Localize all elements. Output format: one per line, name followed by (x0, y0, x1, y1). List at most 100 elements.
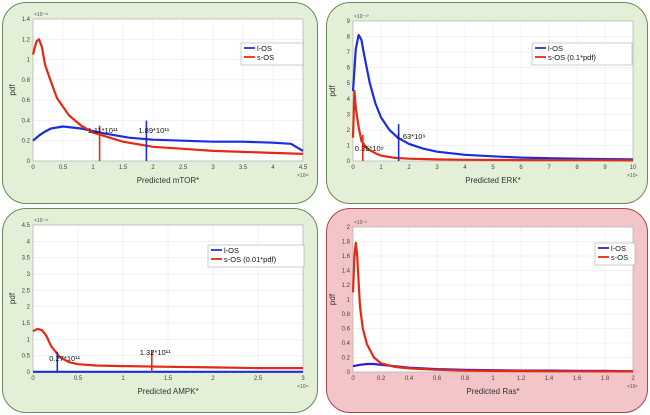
y-tick-label: 0 (347, 159, 351, 165)
y-tick-label: 2.5 (22, 288, 31, 294)
series-line-l-os (351, 33, 634, 161)
y-axis-label: pdf (328, 293, 337, 305)
x-tick-label: 7 (547, 165, 551, 171)
legend-entry: l-OS (224, 246, 239, 255)
y-tick-label: 1 (347, 143, 351, 149)
y-tick-label: 7 (347, 50, 351, 56)
x-tick-label: 3 (211, 165, 215, 171)
y-tick-label: 0.8 (342, 312, 351, 318)
y-tick-label: 1 (347, 298, 351, 304)
y-tick-label: 0 (27, 159, 31, 165)
x-tick-label: 0 (351, 376, 355, 382)
y-tick-label: 0 (27, 370, 31, 376)
legend-entry: l-OS (548, 44, 563, 53)
x-tick-label: 2 (407, 165, 411, 171)
y-axis-multiplier: ×10⁻¹¹ (34, 12, 49, 18)
x-tick-label: 1.5 (164, 376, 173, 382)
median-annotation: 1.89*10¹¹ (138, 126, 169, 135)
y-tick-label: 1 (27, 58, 31, 64)
x-tick-label: 0.6 (433, 376, 442, 382)
median-annotation: 1.11*10¹¹ (88, 126, 119, 135)
x-tick-label: 3 (435, 165, 439, 171)
median-annotation: 0.35*10⁹ (355, 144, 384, 153)
y-tick-label: 5 (347, 81, 351, 87)
y-tick-label: 0 (347, 370, 351, 376)
y-tick-label: 0.6 (342, 327, 351, 333)
y-tick-label: 3.5 (22, 256, 31, 262)
x-axis-label: Predicted mTOR* (137, 176, 200, 185)
x-tick-label: 4 (271, 165, 275, 171)
y-tick-label: 0.2 (22, 139, 31, 145)
y-tick-label: 1.2 (22, 37, 31, 43)
x-axis-label: Predicted Ras* (466, 387, 519, 396)
y-tick-label: 0.2 (342, 356, 351, 362)
y-axis-label: pdf (8, 84, 17, 96)
plot-area (32, 18, 304, 162)
y-tick-label: 2 (27, 305, 31, 311)
x-axis-multiplier: ×10⁹ (627, 173, 638, 179)
median-annotation: 1.32*10¹¹ (140, 348, 171, 357)
x-tick-label: 0 (31, 165, 35, 171)
x-tick-label: 2.5 (254, 376, 263, 382)
chart-panel-ampk: 0 0.5 1 1.5 2 2.5 3 0 0.5 1 1.5 2 2.5 3 3.5 4 4.5 ×10¹¹ ×1… (2, 208, 318, 413)
median-annotation: 0.27*10¹¹ (49, 354, 80, 363)
series-line-s-os (31, 38, 304, 155)
legend-box (531, 42, 633, 66)
chart-panel-mtor: 0 0.5 1 1.5 2 2.5 3 3.5 4 4.5 0 0.2 0.4 0.6 0.8 1 1.2 1.4… (2, 2, 318, 204)
x-tick-label: 1.8 (601, 376, 610, 382)
y-tick-label: 1.2 (342, 283, 351, 289)
y-axis-label: pdf (8, 292, 17, 304)
y-tick-label: 3 (347, 112, 351, 118)
chart-svg: 0 1 2 3 4 5 6 7 8 9 10 0 1 2 3 4 5 6 7 8 9 ×10⁹ ×10⁻¹⁰ Predicte… (328, 14, 638, 185)
x-axis-multiplier: ×10¹¹ (297, 384, 309, 390)
x-tick-label: 2 (211, 376, 215, 382)
y-tick-label: 1.5 (22, 321, 31, 327)
y-tick-label: 1 (27, 337, 31, 343)
legend-entry: s-OS (257, 53, 274, 62)
y-tick-label: 1.8 (342, 240, 351, 246)
x-axis-multiplier: ×10¹¹ (297, 173, 309, 179)
series-line-s-os-0-01-pdf- (32, 327, 303, 370)
x-tick-label: 1 (91, 165, 95, 171)
y-tick-label: 0.6 (22, 98, 31, 104)
legend-entry: l-OS (611, 244, 626, 253)
y-tick-label: 2 (347, 128, 351, 134)
x-tick-label: 0.2 (377, 376, 386, 382)
legend-entry: s-OS (611, 253, 628, 262)
x-tick-label: 6 (519, 165, 523, 171)
series-line-s-os-0-1-pdf- (351, 89, 634, 162)
x-axis-label: Predicted AMPK* (137, 387, 198, 396)
legend-entry: l-OS (257, 44, 272, 53)
x-tick-label: 1 (121, 376, 125, 382)
chart-svg: 0 0.5 1 1.5 2 2.5 3 0 0.5 1 1.5 2 2.5 3 3.5 4 4.5 ×10¹¹ ×1… (8, 218, 309, 396)
y-axis-multiplier: ×10⁻⁵ (354, 220, 367, 226)
legend-box (240, 42, 304, 66)
legend-entry: s-OS (0.01*pdf) (224, 255, 277, 264)
x-tick-label: 1.4 (545, 376, 554, 382)
x-axis-multiplier: ×10⁶ (627, 384, 638, 390)
x-tick-label: 1 (491, 376, 495, 382)
x-tick-label: 9 (603, 165, 607, 171)
y-tick-label: 9 (347, 19, 351, 25)
x-tick-label: 0.5 (74, 376, 83, 382)
x-tick-label: 0.5 (59, 165, 68, 171)
y-tick-label: 6 (347, 66, 351, 72)
x-tick-label: 3 (301, 376, 305, 382)
x-tick-label: 0 (31, 376, 35, 382)
y-tick-label: 0.8 (22, 78, 31, 84)
legend-entry: s-OS (0.1*pdf) (548, 53, 596, 62)
y-tick-label: 8 (347, 35, 351, 41)
y-tick-label: 0.5 (22, 354, 31, 360)
x-tick-label: 1.5 (119, 165, 128, 171)
x-tick-label: 2 (631, 376, 635, 382)
x-tick-label: 0.8 (461, 376, 470, 382)
y-tick-label: 4 (27, 239, 31, 245)
y-axis-multiplier: ×10⁻¹⁰ (354, 14, 369, 20)
x-tick-label: 0.4 (405, 376, 414, 382)
y-axis-multiplier: ×10⁻¹¹ (34, 218, 49, 224)
x-tick-label: 4 (463, 165, 467, 171)
median-annotation: 1.63*10⁹ (397, 132, 426, 141)
x-tick-label: 1 (379, 165, 383, 171)
y-tick-label: 2 (347, 225, 351, 231)
y-tick-label: 3 (27, 272, 31, 278)
